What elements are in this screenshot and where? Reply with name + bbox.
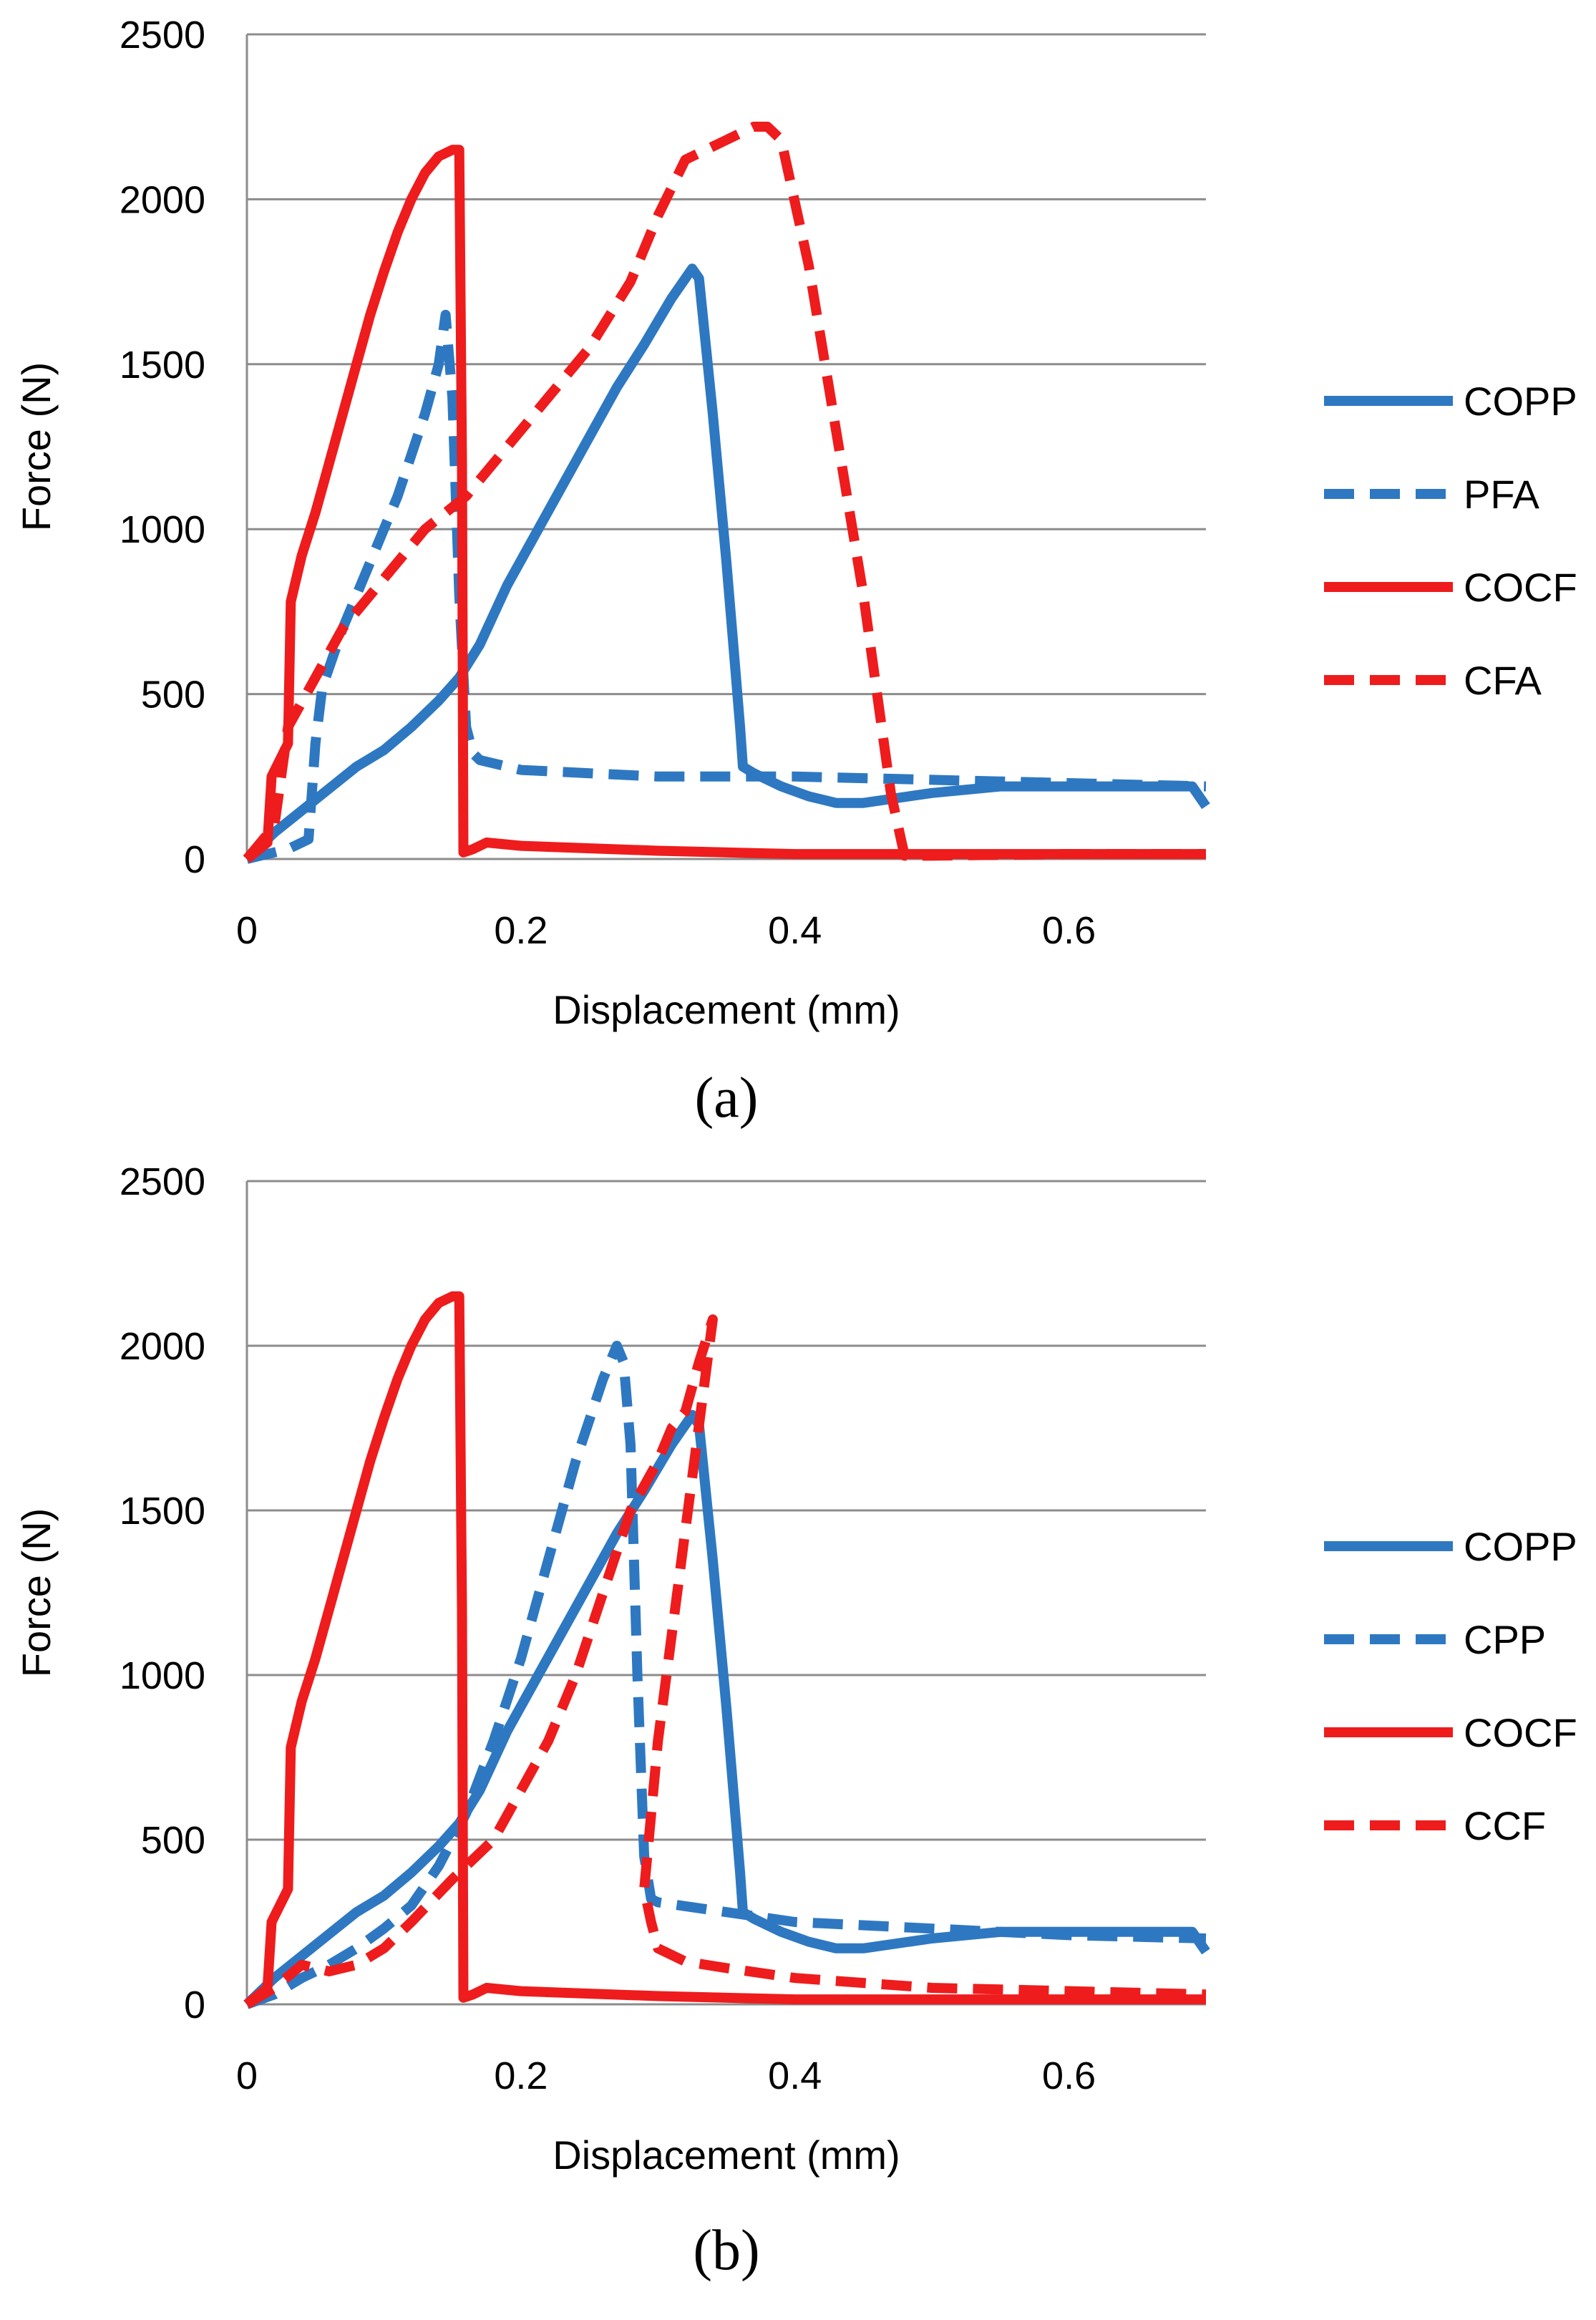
legend-label-b-copp: COPP (1464, 1524, 1577, 1569)
x-tick-a-1: 0.2 (494, 909, 548, 952)
legend-label-a-copp: COPP (1464, 379, 1577, 424)
x-tick-a-2: 0.4 (768, 909, 822, 952)
y-tick-b-4: 2000 (120, 1325, 205, 1368)
y-tick-b-1: 500 (141, 1819, 205, 1862)
legend-label-b-cocf: COCF (1464, 1710, 1577, 1755)
x-axis-label-a: Displacement (mm) (553, 987, 900, 1032)
y-tick-b-0: 0 (184, 1984, 205, 2027)
x-tick-b-2: 0.4 (768, 2054, 822, 2097)
x-tick-b-1: 0.2 (494, 2054, 548, 2097)
x-tick-a-0: 0 (236, 909, 258, 952)
series-line-b-copp (243, 1409, 1210, 2009)
legend-label-a-cfa: CFA (1464, 658, 1542, 703)
y-tick-a-2: 1000 (120, 508, 205, 551)
x-axis-label-b: Displacement (mm) (553, 2132, 900, 2178)
series-line-a-cocf (243, 145, 1206, 863)
series-line-a-copp (243, 263, 1210, 863)
y-tick-a-0: 0 (184, 838, 205, 881)
y-tick-a-4: 2000 (120, 178, 205, 221)
chart-panel-a: 0 500 1000 1500 2000 2500 0 0.2 0.4 0.6 … (14, 14, 1577, 1130)
series-lines-a (243, 122, 1210, 864)
gridlines-a (247, 33, 1206, 860)
x-tick-b-3: 0.6 (1042, 2054, 1096, 2097)
y-tick-b-3: 1500 (120, 1490, 205, 1533)
y-tick-b-5: 2500 (120, 1160, 205, 1203)
y-tick-labels-b: 0 500 1000 1500 2000 2500 (120, 1160, 205, 2027)
x-tick-b-0: 0 (236, 2054, 258, 2097)
gridlines-b (247, 1180, 1206, 2006)
legend-a: COPP PFA COCF CFA (1324, 379, 1577, 703)
x-tick-a-3: 0.6 (1042, 909, 1096, 952)
x-tick-labels-b: 0 0.2 0.4 0.6 (236, 2054, 1096, 2097)
caption-b: (b) (693, 2219, 759, 2282)
legend-label-b-ccf: CCF (1464, 1803, 1546, 1848)
y-tick-a-1: 500 (141, 674, 205, 717)
y-tick-labels-a: 0 500 1000 1500 2000 2500 (120, 14, 205, 881)
series-line-a-pfa (245, 309, 1207, 864)
y-tick-a-5: 2500 (120, 14, 205, 57)
legend-label-b-cpp: CPP (1464, 1617, 1546, 1662)
legend-b: COPP CPP COCF CCF (1324, 1524, 1577, 1848)
x-tick-labels-a: 0 0.2 0.4 0.6 (236, 909, 1096, 952)
series-line-b-cocf (243, 1291, 1206, 2009)
series-lines-b (243, 1291, 1210, 2009)
legend-label-a-cocf: COCF (1464, 565, 1577, 610)
caption-a: (a) (695, 1067, 759, 1130)
y-axis-label-a: Force (N) (14, 362, 59, 531)
series-line-b-ccf (244, 1314, 1207, 2009)
series-line-b-cpp (245, 1341, 1207, 2009)
chart-panel-b: 0 500 1000 1500 2000 2500 0 0.2 0.4 0.6 … (14, 1160, 1577, 2282)
y-tick-a-3: 1500 (120, 344, 205, 387)
legend-label-a-pfa: PFA (1464, 472, 1539, 517)
y-tick-b-2: 1000 (120, 1654, 205, 1697)
y-axis-label-b: Force (N) (14, 1508, 59, 1677)
series-line-a-cfa (243, 122, 1206, 863)
